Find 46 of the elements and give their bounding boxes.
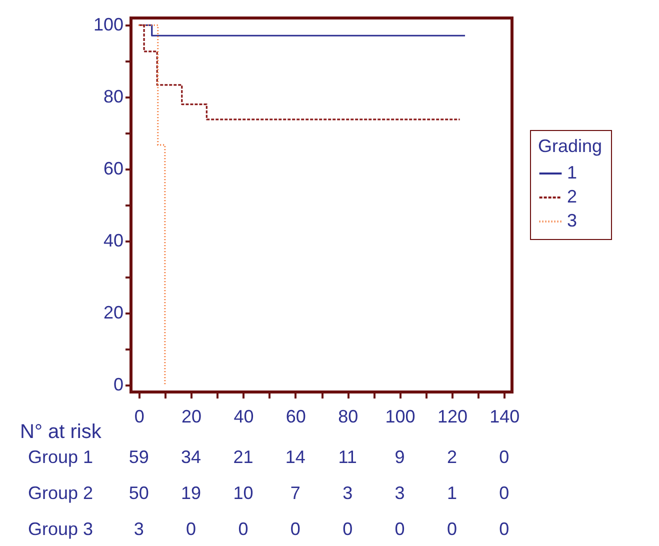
text: 11 xyxy=(338,447,357,467)
text: 7 xyxy=(290,483,300,503)
y-tick-label: 100 xyxy=(93,14,124,35)
text: 0 xyxy=(499,483,510,503)
text: 0 xyxy=(499,519,510,539)
x-tick-label: 20 xyxy=(182,406,202,426)
text: 0 xyxy=(394,519,405,539)
x-tick-label: 0 xyxy=(134,406,144,426)
text: 0 xyxy=(342,519,353,539)
text: 3 xyxy=(134,519,144,539)
legend-label: 3 xyxy=(567,210,578,230)
text: 0 xyxy=(290,519,300,539)
x-tick-label: 80 xyxy=(338,406,358,426)
text: 34 xyxy=(181,447,202,467)
text: 0 xyxy=(499,447,510,467)
text: Group 1 xyxy=(28,447,94,467)
y-tick-label: 40 xyxy=(103,230,124,250)
text: 2 xyxy=(446,447,457,467)
x-tick-label: 100 xyxy=(385,406,416,426)
legend-label: 1 xyxy=(567,162,578,182)
text: 59 xyxy=(128,447,149,467)
text: 3 xyxy=(394,483,405,503)
y-tick-label: 60 xyxy=(103,158,124,179)
text: 0 xyxy=(446,519,457,539)
text: 0 xyxy=(238,519,248,539)
legend-label: 2 xyxy=(567,186,578,206)
text: 21 xyxy=(233,447,254,467)
x-tick-label: 120 xyxy=(437,406,468,426)
text: 19 xyxy=(181,483,202,503)
text: N° at risk xyxy=(20,421,102,443)
y-tick-label: 80 xyxy=(103,86,124,107)
x-tick-label: 140 xyxy=(490,406,520,426)
y-tick-label: 20 xyxy=(103,302,124,322)
text: 1 xyxy=(446,483,457,503)
x-tick-label: 40 xyxy=(234,406,254,426)
text: 9 xyxy=(394,447,405,467)
text: 0 xyxy=(186,519,196,539)
y-tick-label: 0 xyxy=(113,374,124,394)
text: Group 2 xyxy=(28,483,94,503)
x-tick-label: 60 xyxy=(286,406,306,426)
legend-title: Grading xyxy=(538,136,602,156)
text: 3 xyxy=(342,483,353,503)
text: 10 xyxy=(233,483,254,503)
text: 14 xyxy=(285,447,306,467)
text: 50 xyxy=(128,483,149,503)
text: Group 3 xyxy=(28,519,94,539)
